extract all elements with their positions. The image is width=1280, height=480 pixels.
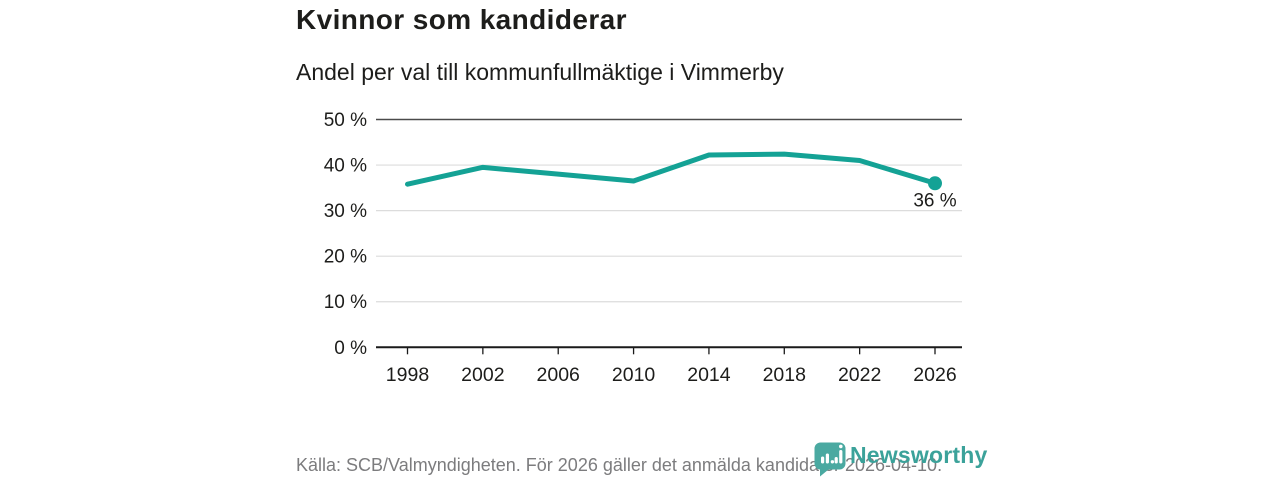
svg-text:2026: 2026 bbox=[913, 364, 956, 386]
svg-text:10 %: 10 % bbox=[324, 292, 367, 313]
svg-text:2014: 2014 bbox=[687, 364, 731, 386]
svg-text:2002: 2002 bbox=[461, 364, 504, 386]
chart-title: Kvinnor som kandiderar bbox=[296, 4, 627, 35]
chart-subtitle: Andel per val till kommunfullmäktige i V… bbox=[296, 59, 784, 85]
svg-text:40 %: 40 % bbox=[324, 156, 367, 177]
svg-text:2022: 2022 bbox=[838, 364, 881, 386]
source-note: Källa: SCB/Valmyndigheten. För 2026 gäll… bbox=[296, 455, 943, 475]
svg-text:1998: 1998 bbox=[386, 364, 429, 386]
svg-text:0 %: 0 % bbox=[334, 338, 367, 359]
svg-text:2006: 2006 bbox=[537, 364, 580, 386]
svg-text:36 %: 36 % bbox=[913, 190, 956, 211]
svg-text:2018: 2018 bbox=[763, 364, 806, 386]
newsworthy-logo-text: Newsworthy bbox=[850, 442, 988, 468]
newsworthy-logo-icon bbox=[814, 442, 846, 477]
svg-text:50 %: 50 % bbox=[324, 110, 367, 131]
svg-text:2010: 2010 bbox=[612, 364, 656, 386]
svg-text:30 %: 30 % bbox=[324, 201, 367, 222]
svg-text:20 %: 20 % bbox=[324, 247, 367, 268]
